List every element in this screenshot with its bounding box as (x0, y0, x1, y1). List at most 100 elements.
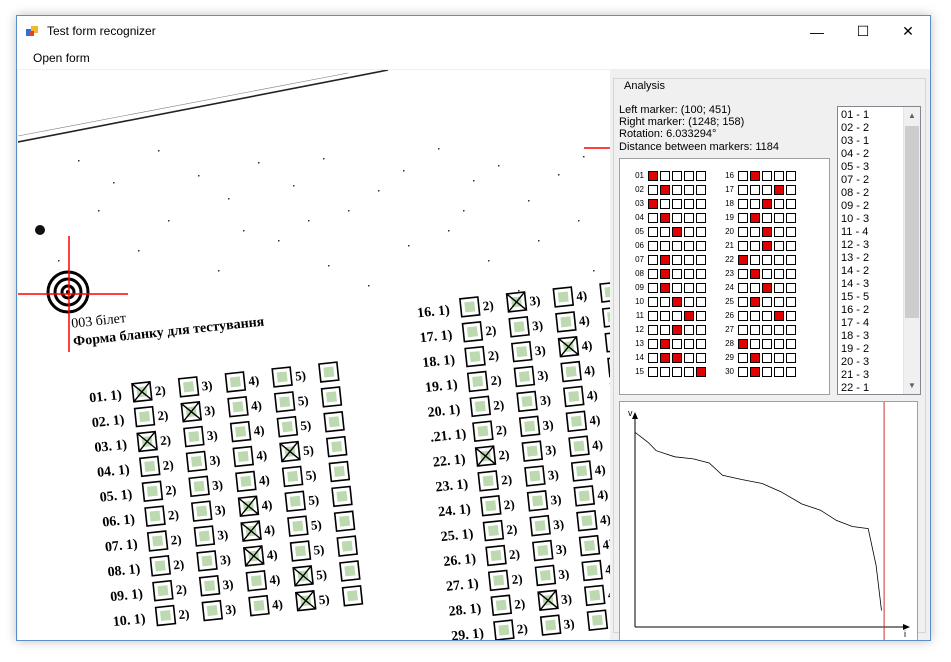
scan-paper-edge-2 (18, 72, 349, 137)
left-block-answer-box-fill (287, 470, 299, 482)
grid-cell (774, 269, 784, 279)
minimize-button[interactable]: — (810, 23, 824, 40)
right-block-option-label: 3) (542, 417, 554, 433)
grid-cell (696, 213, 706, 223)
grid-row-label: 08 (635, 269, 644, 278)
answer-list-item[interactable]: 16 - 2 (841, 304, 870, 316)
answer-list-item[interactable]: 15 - 5 (841, 291, 870, 303)
grid-cell (750, 185, 760, 195)
left-block-row-label: 09. 1) (110, 587, 144, 605)
answer-list-item[interactable]: 17 - 4 (841, 317, 870, 329)
grid-cell (786, 255, 796, 265)
right-block-row-label: 26. 1) (443, 552, 477, 570)
answer-list-item[interactable]: 13 - 2 (841, 252, 870, 264)
right-block-answer-box-fill (581, 515, 593, 527)
right-block-answer-box-fill (565, 366, 577, 378)
answer-list-item[interactable]: 19 - 2 (841, 343, 870, 355)
left-block-answer-box-fill (237, 451, 249, 462)
right-block-answer-box-fill (557, 291, 569, 303)
grid-cell (672, 185, 682, 195)
answers-scrollbar[interactable]: ▲ ▼ (903, 107, 920, 394)
answer-list-item[interactable]: 14 - 3 (841, 278, 870, 290)
scan-viewer[interactable]: 003 білет Форма бланку для тестування 01. … (18, 70, 610, 640)
maximize-button[interactable]: ☐ (856, 23, 870, 39)
grid-cell (738, 171, 748, 181)
scan-speck (348, 210, 350, 212)
answer-list-item[interactable]: 09 - 2 (841, 200, 870, 212)
grid-cell (660, 353, 670, 363)
close-button[interactable]: ✕ (902, 23, 914, 39)
answer-list-item[interactable]: 20 - 3 (841, 356, 870, 368)
answer-list-item[interactable]: 12 - 3 (841, 239, 870, 251)
right-block-answer-box-fill (524, 420, 536, 432)
right-block-option-label: 3) (560, 591, 572, 607)
right-block-option-label: 2) (495, 422, 507, 438)
scroll-down-icon[interactable]: ▼ (908, 381, 916, 390)
right-block-answer-box-fill (526, 445, 538, 457)
left-block-answer-box-fill (232, 401, 244, 413)
grid-row-label: 09 (635, 283, 644, 292)
grid-cell (738, 269, 748, 279)
left-block-answer-box-fill (333, 465, 345, 477)
right-block-option-label: 3) (555, 541, 567, 557)
right-block-answer-box-fill (485, 500, 497, 512)
scroll-thumb[interactable] (905, 126, 919, 318)
answer-list-item[interactable]: 10 - 3 (841, 213, 870, 225)
answer-list-item[interactable]: 22 - 1 (841, 382, 870, 394)
scan-speck (558, 174, 560, 176)
grid-cell (648, 227, 658, 237)
grid-cell (684, 171, 694, 181)
left-block-option-label: 2) (170, 531, 182, 547)
left-block-answer-box-fill (325, 391, 337, 403)
grid-cell (762, 325, 772, 335)
left-block-answer-box-fill (294, 545, 306, 557)
answer-list-item[interactable]: 04 - 2 (841, 148, 870, 160)
grid-cell (648, 199, 658, 209)
right-block-answer-box-fill (487, 525, 499, 537)
grid-cell (738, 241, 748, 251)
left-marker-info: Left marker: (100; 451) (619, 104, 731, 116)
scan-speck (308, 220, 310, 222)
grid-cell (684, 227, 694, 237)
graph-x-label: i (904, 629, 906, 639)
left-block-answer-box-fill (193, 480, 205, 492)
grid-row-label: 24 (725, 283, 734, 292)
right-block-option-label: 4) (589, 412, 601, 428)
grid-cell (750, 353, 760, 363)
answer-list-item[interactable]: 18 - 3 (841, 330, 870, 342)
answer-list-item[interactable]: 14 - 2 (841, 265, 870, 277)
grid-cell (786, 171, 796, 181)
grid-row-label: 28 (725, 339, 734, 348)
grid-cell (786, 311, 796, 321)
answer-list-item[interactable]: 01 - 1 (841, 109, 870, 121)
left-block-answer-box-fill (152, 535, 164, 547)
grid-cell (696, 297, 706, 307)
answer-list-item[interactable]: 05 - 3 (841, 161, 870, 173)
answer-list-item[interactable]: 21 - 3 (841, 369, 870, 381)
answer-list-item[interactable]: 03 - 1 (841, 135, 870, 147)
open-form-menu[interactable]: Open form (33, 51, 90, 65)
answer-list-item[interactable]: 08 - 2 (841, 187, 870, 199)
answer-list-item[interactable]: 02 - 2 (841, 122, 870, 134)
answers-list[interactable]: 01 - 1 02 - 2 03 - 1 04 - 2 05 - 3 07 - 2 08 -… (837, 106, 921, 395)
grid-cell (762, 367, 772, 377)
left-block-option-label: 3) (214, 502, 226, 518)
scroll-up-icon[interactable]: ▲ (908, 111, 916, 120)
scan-ink-blot (35, 225, 45, 235)
grid-cell (696, 185, 706, 195)
left-block-option-label: 3) (222, 576, 234, 592)
right-block-option-label: 4) (596, 486, 608, 502)
graph-y-label: v (628, 408, 633, 418)
left-block-row-label: 10. 1) (112, 612, 146, 630)
right-block-option-label: 4) (599, 511, 610, 527)
scan-speck (438, 148, 440, 150)
grid-cell (774, 353, 784, 363)
right-block-option-label: 2) (511, 571, 523, 587)
grid-cell (684, 213, 694, 223)
scan-speck (448, 230, 450, 232)
answer-list-item[interactable]: 11 - 4 (841, 226, 869, 238)
left-block-option-label: 3) (224, 601, 236, 617)
answer-list-item[interactable]: 07 - 2 (841, 174, 870, 186)
grid-cell (774, 311, 784, 321)
